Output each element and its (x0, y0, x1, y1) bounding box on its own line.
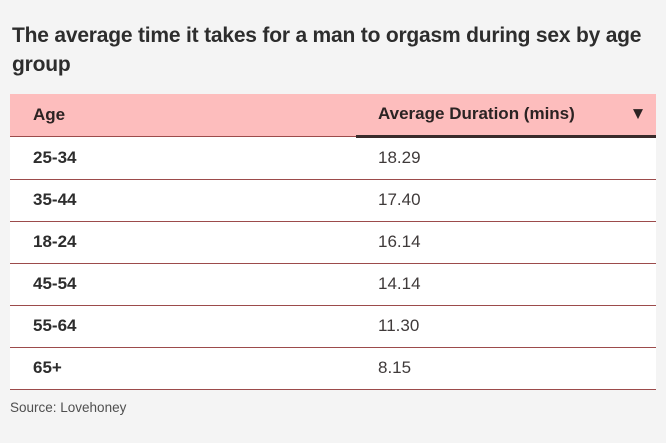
column-header-age-label: Age (33, 104, 66, 124)
header-row: Age Average Duration (mins) ▼ (10, 93, 656, 138)
table-row: 65+ 8.15 (10, 347, 656, 390)
table-row: 35-44 17.40 (10, 179, 656, 222)
data-table: Age Average Duration (mins) ▼ 25-34 18.2… (10, 93, 656, 390)
age-cell: 45-54 (10, 263, 356, 306)
age-cell: 25-34 (10, 136, 356, 180)
sort-descending-icon: ▼ (633, 106, 643, 122)
table-row: 45-54 14.14 (10, 263, 656, 306)
source-note: Source: Lovehoney (10, 399, 127, 415)
duration-cell: 18.29 (356, 136, 656, 180)
table-row: 55-64 11.30 (10, 305, 656, 348)
column-header-duration-label: Average Duration (mins) (378, 104, 575, 124)
duration-cell: 17.40 (356, 179, 656, 222)
table-row: 25-34 18.29 (10, 136, 656, 180)
column-header-duration[interactable]: Average Duration (mins) ▼ (356, 93, 656, 138)
column-header-age[interactable]: Age (10, 93, 356, 137)
age-cell: 35-44 (10, 179, 356, 222)
duration-cell: 11.30 (356, 305, 656, 348)
age-cell: 18-24 (10, 221, 356, 264)
table-row: 18-24 16.14 (10, 221, 656, 264)
duration-cell: 14.14 (356, 263, 656, 306)
duration-cell: 8.15 (356, 347, 656, 390)
page-title: The average time it takes for a man to o… (12, 24, 642, 76)
age-cell: 55-64 (10, 305, 356, 348)
duration-cell: 16.14 (356, 221, 656, 264)
age-cell: 65+ (10, 347, 356, 390)
